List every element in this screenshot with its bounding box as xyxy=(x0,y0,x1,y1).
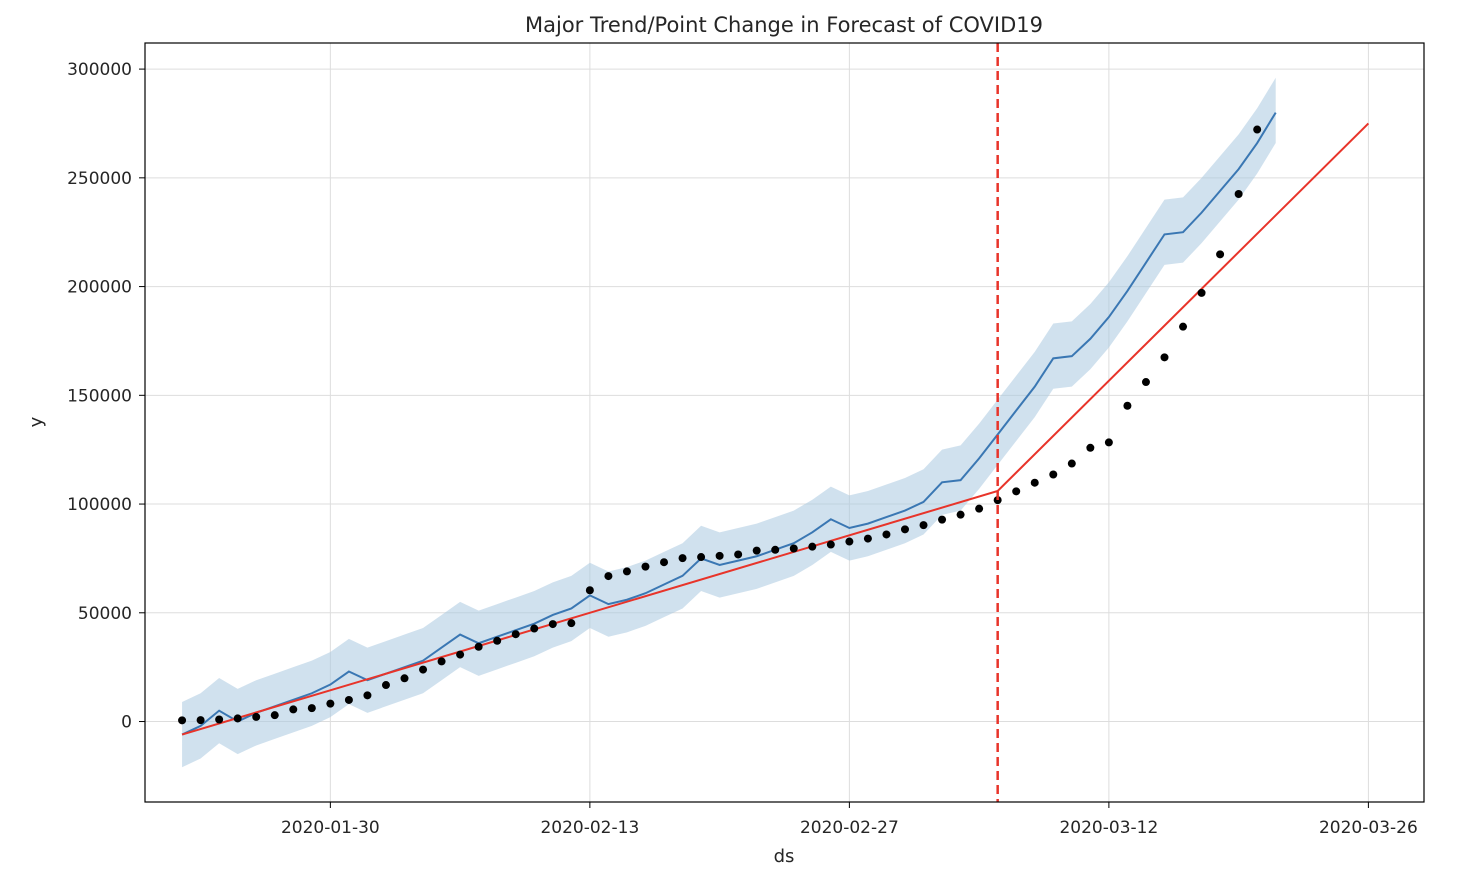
observed-point xyxy=(900,525,909,534)
observed-point xyxy=(548,620,557,629)
observed-point xyxy=(1197,288,1206,297)
observed-point xyxy=(697,553,706,562)
observed-point xyxy=(715,551,724,560)
observed-point xyxy=(1104,438,1113,447)
observed-point xyxy=(734,550,743,559)
observed-point xyxy=(678,554,687,563)
observed-point xyxy=(863,534,872,543)
uncertainty-band xyxy=(182,77,1276,768)
observed-point xyxy=(771,545,780,554)
observed-point xyxy=(511,630,520,639)
observed-point xyxy=(845,537,854,546)
observed-point xyxy=(789,544,798,553)
observed-point xyxy=(1123,401,1132,410)
observed-point xyxy=(363,691,372,700)
observed-point xyxy=(567,619,576,628)
observed-point xyxy=(1234,189,1243,198)
plot-frame xyxy=(144,42,1425,803)
observed-point xyxy=(1067,459,1076,468)
observed-point xyxy=(808,542,817,551)
observed-point xyxy=(1141,378,1150,387)
observed-point xyxy=(1049,470,1058,479)
observed-point xyxy=(1086,443,1095,452)
observed-point xyxy=(1216,250,1225,259)
observed-point xyxy=(381,681,390,690)
observed-point xyxy=(215,715,224,724)
observed-point xyxy=(956,510,965,519)
observed-point xyxy=(993,496,1002,505)
y-tick-label: 0 xyxy=(121,713,132,733)
observed-point xyxy=(919,521,928,530)
y-tick-label: 300000 xyxy=(67,60,132,80)
x-tick-label: 2020-02-27 xyxy=(800,818,899,838)
observed-point xyxy=(437,657,446,666)
observed-point xyxy=(1253,125,1262,134)
observed-point xyxy=(493,636,502,645)
observed-point xyxy=(641,562,650,571)
observed-point xyxy=(1160,353,1169,362)
observed-point xyxy=(604,572,613,581)
observed-point xyxy=(660,558,669,567)
chart-title: Major Trend/Point Change in Forecast of … xyxy=(525,13,1043,37)
y-tick-label: 200000 xyxy=(67,278,132,298)
observed-point xyxy=(530,624,539,633)
observed-point xyxy=(400,674,409,683)
observed-point xyxy=(326,699,335,708)
observed-point xyxy=(196,716,205,725)
y-axis-ticks: 0 50000 100000 150000 200000 250000 300000 xyxy=(67,60,145,733)
x-tick-label: 2020-03-12 xyxy=(1059,818,1158,838)
y-tick-label: 150000 xyxy=(67,386,132,406)
x-axis-ticks: 2020-01-30 2020-02-13 2020-02-27 2020-03-12… xyxy=(281,802,1418,838)
observed-point xyxy=(233,714,242,723)
forecast-line xyxy=(181,112,1277,736)
observed-points-layer xyxy=(178,125,1262,725)
observed-point xyxy=(252,712,261,721)
observed-point xyxy=(289,705,298,714)
x-tick-label: 2020-03-26 xyxy=(1319,818,1418,838)
x-tick-label: 2020-02-13 xyxy=(540,818,639,838)
observed-point xyxy=(474,642,483,651)
observed-point xyxy=(344,695,353,704)
y-tick-label: 50000 xyxy=(78,604,132,624)
observed-point xyxy=(270,711,279,720)
observed-point xyxy=(622,567,631,576)
uncertainty-band-layer xyxy=(182,77,1276,768)
observed-point xyxy=(419,665,428,674)
y-tick-label: 100000 xyxy=(67,495,132,515)
x-axis-label: ds xyxy=(774,846,795,867)
observed-point xyxy=(752,546,761,555)
observed-point xyxy=(938,515,947,524)
observed-point xyxy=(882,530,891,539)
observed-point xyxy=(307,704,316,713)
y-axis-label: y xyxy=(26,416,47,427)
observed-point xyxy=(826,540,835,549)
y-tick-label: 250000 xyxy=(67,169,132,189)
observed-point xyxy=(975,504,984,513)
observed-point xyxy=(585,586,594,595)
observed-point xyxy=(1030,478,1039,487)
x-tick-label: 2020-01-30 xyxy=(281,818,380,838)
observed-point xyxy=(1179,322,1188,331)
observed-point xyxy=(456,650,465,659)
forecast-line-layer xyxy=(181,112,1277,736)
observed-point xyxy=(178,716,187,725)
observed-point xyxy=(1012,487,1021,496)
